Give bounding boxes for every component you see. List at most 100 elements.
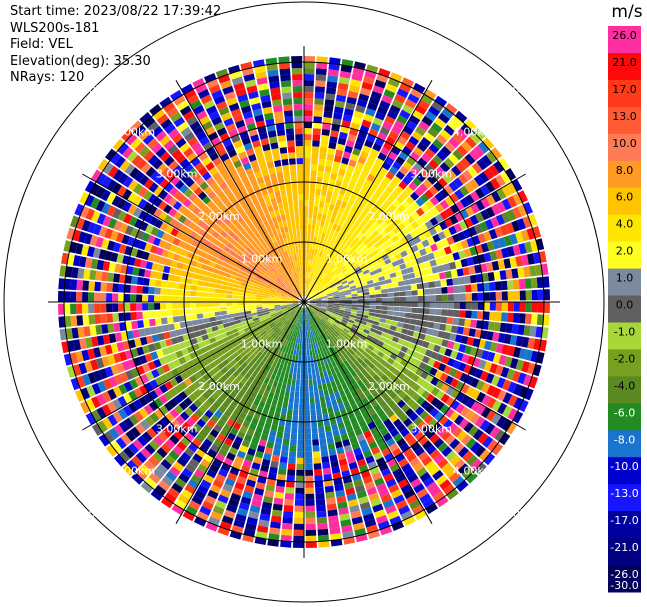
- radial-gate: [318, 390, 324, 397]
- radial-gate: [290, 249, 294, 256]
- radial-gate: [328, 203, 335, 211]
- radial-gate: [332, 386, 339, 394]
- radial-gate: [469, 132, 482, 145]
- radial-gate: [463, 421, 474, 433]
- radial-gate: [171, 482, 184, 494]
- radial-gate: [74, 203, 84, 216]
- radial-gate: [454, 370, 463, 380]
- radial-gate: [122, 255, 130, 265]
- radial-gate: [246, 516, 258, 525]
- radial-gate: [422, 314, 430, 321]
- radial-gate: [388, 151, 398, 161]
- radial-gate: [394, 140, 405, 151]
- radial-gate: [414, 270, 422, 278]
- radial-gate: [446, 169, 457, 181]
- radial-gate: [274, 307, 281, 310]
- radial-gate: [236, 231, 244, 239]
- radial-gate: [223, 246, 231, 253]
- radial-gate: [377, 105, 388, 115]
- radial-gate: [300, 290, 303, 297]
- radial-gate: [276, 431, 284, 439]
- radial-gate: [307, 306, 312, 312]
- radial-gate: [241, 243, 249, 250]
- radial-gate: [278, 233, 284, 241]
- radial-gate: [286, 285, 292, 290]
- radial-gate: [406, 156, 417, 166]
- radial-gate: [181, 83, 194, 95]
- radial-gate: [268, 192, 276, 200]
- radial-gate: [263, 377, 270, 385]
- radial-gate: [296, 306, 301, 312]
- colorbar-segment: [608, 187, 641, 216]
- radial-gate: [289, 322, 294, 329]
- radial-gate: [286, 321, 291, 328]
- radial-gate: [171, 337, 179, 345]
- radial-gate: [178, 315, 186, 322]
- radial-gate: [320, 450, 329, 457]
- radial-gate: [197, 200, 206, 210]
- radial-gate: [153, 359, 162, 368]
- radial-gate: [286, 304, 293, 306]
- radial-gate: [136, 276, 144, 286]
- radial-gate: [142, 294, 149, 302]
- radial-gate: [382, 121, 393, 131]
- radial-gate: [367, 102, 378, 111]
- radial-gate: [324, 485, 334, 493]
- radial-gate: [304, 290, 307, 297]
- radial-gate: [421, 425, 432, 435]
- radial-gate: [160, 416, 171, 427]
- radial-gate: [237, 93, 249, 103]
- radial-gate: [343, 236, 350, 244]
- radial-gate: [295, 279, 299, 286]
- radial-gate: [537, 289, 544, 301]
- radial-gate: [293, 304, 299, 308]
- radial-gate: [459, 310, 466, 318]
- radial-gate: [306, 325, 309, 332]
- radial-gate: [434, 213, 444, 223]
- radial-gate: [411, 383, 421, 392]
- radial-gate: [305, 307, 307, 314]
- radial-gate: [290, 316, 295, 323]
- radial-gate: [345, 306, 352, 310]
- radial-gate: [301, 355, 304, 362]
- radial-gate: [140, 481, 153, 494]
- radial-gate: [268, 391, 275, 399]
- radial-gate: [86, 246, 95, 258]
- radial-gate: [447, 286, 454, 294]
- radial-gate: [296, 292, 301, 298]
- radial-gate: [166, 303, 173, 310]
- radial-gate: [276, 228, 282, 235]
- radial-gate: [299, 385, 304, 392]
- radial-gate: [364, 381, 372, 389]
- radial-gate: [495, 302, 502, 311]
- radial-gate: [106, 444, 118, 457]
- radial-gate: [297, 367, 301, 374]
- radial-gate: [223, 457, 234, 467]
- radial-gate: [313, 281, 318, 288]
- radial-gate: [58, 290, 65, 302]
- radial-gate: [227, 213, 236, 222]
- radial-gate: [188, 374, 198, 384]
- radial-gate: [441, 355, 450, 365]
- radial-gate: [261, 501, 273, 510]
- radial-gate: [224, 437, 234, 447]
- radial-gate: [156, 349, 164, 358]
- radial-gate: [328, 355, 334, 363]
- radial-gate: [315, 297, 322, 300]
- radial-gate: [417, 302, 424, 308]
- radial-gate: [432, 154, 443, 166]
- radial-gate: [174, 374, 184, 384]
- radial-gate: [297, 260, 300, 267]
- radial-gate: [316, 56, 328, 64]
- radial-gate: [153, 208, 163, 218]
- radial-gate: [238, 246, 246, 253]
- radial-gate: [459, 293, 466, 301]
- radial-gate: [536, 276, 544, 288]
- radial-gate: [450, 378, 459, 388]
- radial-gate: [211, 230, 220, 239]
- radial-gate: [212, 505, 225, 515]
- radial-gate: [463, 248, 472, 258]
- radial-gate: [98, 226, 108, 238]
- radial-gate: [410, 220, 420, 230]
- radial-gate: [334, 244, 340, 252]
